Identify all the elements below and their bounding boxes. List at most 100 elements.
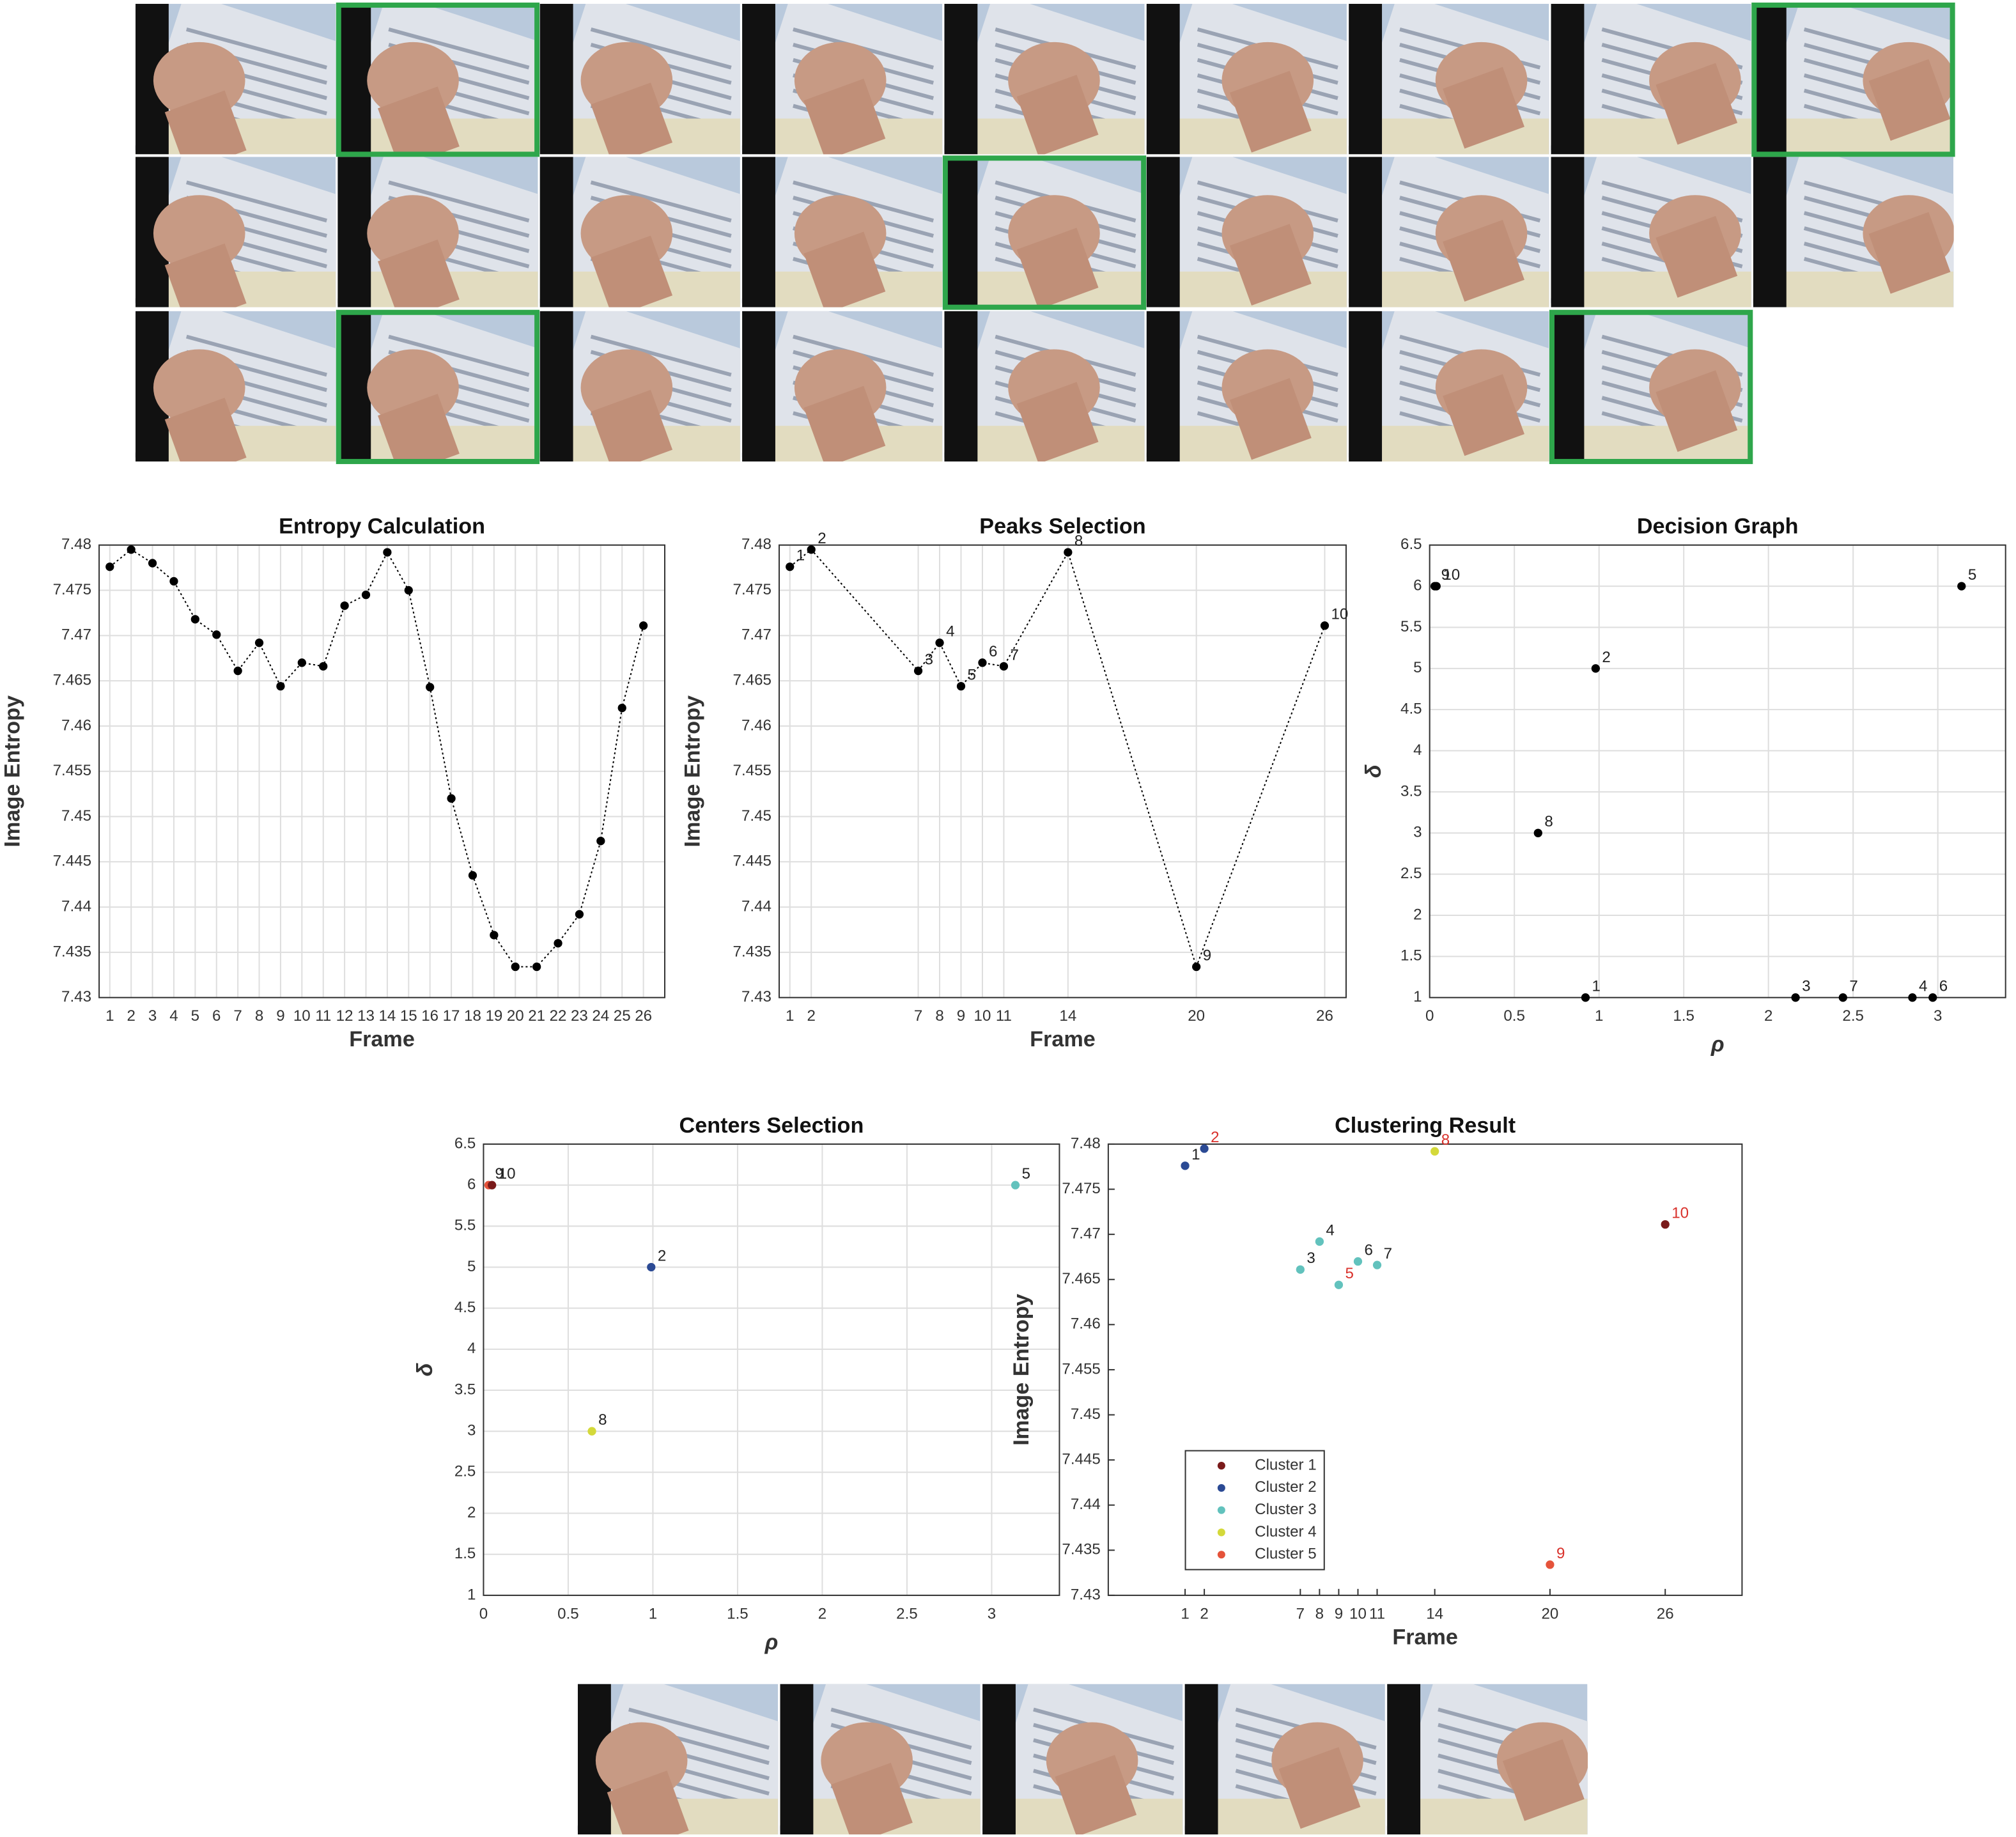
plot-area	[483, 1143, 1060, 1595]
x-tick-label: 11	[996, 1007, 1012, 1025]
point-label: 10	[1331, 606, 1349, 623]
legend-label: Cluster 3	[1255, 1501, 1317, 1518]
data-point	[1334, 1280, 1344, 1289]
thumbnail	[943, 311, 1145, 462]
x-tick-label: 3	[988, 1605, 996, 1622]
legend-label: Cluster 2	[1255, 1478, 1317, 1496]
point-label: 8	[1074, 532, 1083, 550]
data-point	[340, 601, 349, 610]
point-label: 2	[1602, 649, 1610, 666]
thumbnail	[1550, 311, 1752, 462]
y-axis-label: Image Entropy	[1009, 1294, 1034, 1445]
series-line	[109, 548, 644, 968]
dark-strip	[1146, 157, 1180, 307]
x-tick-label: 26	[635, 1007, 652, 1025]
point-label: 7	[1849, 978, 1857, 995]
chart-panel: 1 2 7 8 9 10 11 14 20 267.437.4357.447.4457.457.4…	[680, 515, 1348, 1051]
dark-strip	[742, 157, 775, 307]
legend-label: Cluster 4	[1255, 1523, 1317, 1540]
data-point	[1200, 1144, 1209, 1153]
y-tick-label: 7.48	[741, 536, 772, 553]
paper-line	[590, 27, 732, 70]
x-tick-label: 0	[479, 1605, 488, 1622]
data-point	[1591, 664, 1601, 673]
dark-strip	[944, 157, 978, 307]
paper-line	[186, 27, 327, 70]
x-tick-label: 0	[1425, 1007, 1434, 1025]
wrist	[1655, 63, 1738, 145]
wrist	[1443, 66, 1524, 149]
thumbnail	[337, 311, 539, 462]
dark-strip	[1146, 311, 1180, 462]
point-label: 2	[658, 1247, 666, 1264]
x-tick-label: 7	[914, 1007, 922, 1025]
chart-title: Clustering Result	[1335, 1113, 1516, 1138]
data-point	[978, 658, 987, 667]
wrist	[378, 86, 460, 155]
y-tick-label: 6	[1413, 577, 1422, 594]
x-tick-label: 14	[378, 1007, 396, 1025]
y-tick-label: 6.5	[454, 1135, 476, 1152]
point-label: 5	[1968, 566, 1976, 584]
wrist	[1443, 220, 1524, 302]
chart-title: Peaks Selection	[979, 515, 1145, 539]
data-point	[956, 681, 966, 691]
point-label: 2	[818, 530, 826, 547]
y-tick-label: 7.435	[733, 943, 772, 960]
x-tick-label: 2	[127, 1007, 135, 1025]
y-axis-label: δ	[1361, 764, 1386, 778]
point-label: 3	[925, 651, 933, 668]
x-tick-label: 0.5	[557, 1605, 579, 1622]
chart-panel: 1 2 3 4 5 6 7 8 9 10 11 12 13 14 15 16 17 18 19 20 21 22 23 24 2…	[0, 515, 666, 1051]
paper-line	[830, 1707, 972, 1750]
wrist	[831, 1762, 913, 1834]
legend-label: Cluster 1	[1255, 1456, 1317, 1473]
paper-line	[628, 1707, 770, 1750]
y-tick-label: 1.5	[454, 1545, 476, 1562]
point-label: 8	[1544, 813, 1553, 830]
thumbnail	[1753, 4, 1954, 155]
x-tick-label: 11	[1369, 1605, 1385, 1622]
dark-strip	[1753, 157, 1787, 307]
dark-strip	[1349, 4, 1383, 155]
x-tick-label: 25	[614, 1007, 631, 1025]
data-point	[468, 871, 477, 880]
point-label: 9	[1556, 1545, 1565, 1562]
wrist	[1055, 1755, 1137, 1834]
point-label: 10	[499, 1165, 516, 1182]
y-tick-label: 7.47	[61, 626, 91, 644]
wrist	[1868, 212, 1951, 294]
x-axis-label: Frame	[349, 1027, 415, 1051]
x-tick-label: 15	[400, 1007, 417, 1025]
y-tick-label: 7.445	[1062, 1450, 1100, 1468]
wrist	[1016, 74, 1099, 155]
data-point	[212, 630, 221, 639]
legend-box	[1184, 1450, 1325, 1570]
x-tick-label: 24	[592, 1007, 609, 1025]
x-tick-label: 12	[336, 1007, 353, 1025]
wrist	[1016, 228, 1099, 307]
thumbnail	[1348, 4, 1549, 155]
x-tick-label: 26	[1657, 1605, 1674, 1622]
dark-strip	[1551, 4, 1585, 155]
point-label: 6	[1939, 978, 1948, 995]
x-tick-label: 13	[357, 1007, 375, 1025]
legend-marker	[1217, 1462, 1225, 1470]
y-tick-label: 7.435	[53, 943, 91, 960]
wrist	[803, 79, 886, 155]
paper-line	[388, 334, 530, 377]
thumbnail	[539, 4, 741, 155]
point-label: 7	[1384, 1245, 1392, 1262]
thumbnail	[1146, 311, 1347, 462]
data-point	[596, 837, 605, 846]
x-tick-label: 7	[233, 1007, 242, 1025]
data-point	[617, 703, 626, 713]
x-tick-label: 8	[935, 1007, 943, 1025]
dark-strip	[1146, 4, 1180, 155]
data-point	[1353, 1257, 1363, 1266]
x-tick-label: 14	[1059, 1007, 1076, 1025]
y-axis-label: Image Entropy	[680, 695, 704, 847]
dark-strip	[1551, 157, 1585, 307]
thumbnail	[741, 157, 943, 307]
data-point	[148, 559, 157, 568]
